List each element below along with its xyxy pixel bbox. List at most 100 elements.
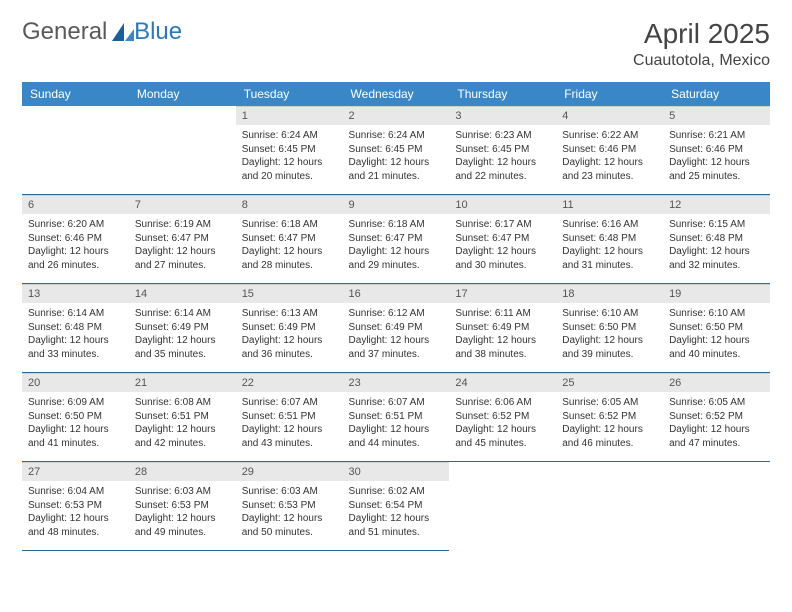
sunrise-text: Sunrise: 6:07 AM [349,396,444,410]
sunset-text: Sunset: 6:49 PM [135,321,230,335]
calendar-row: 6Sunrise: 6:20 AMSunset: 6:46 PMDaylight… [22,195,770,284]
day-number: 29 [236,462,343,481]
day-content: Sunrise: 6:20 AMSunset: 6:46 PMDaylight:… [22,214,129,276]
calendar-cell: 10Sunrise: 6:17 AMSunset: 6:47 PMDayligh… [449,195,556,284]
daylight-text: Daylight: 12 hours and 44 minutes. [349,423,444,450]
daylight-text: Daylight: 12 hours and 25 minutes. [669,156,764,183]
day-content: Sunrise: 6:05 AMSunset: 6:52 PMDaylight:… [663,392,770,454]
day-number: 8 [236,195,343,214]
day-number: 11 [556,195,663,214]
daylight-text: Daylight: 12 hours and 35 minutes. [135,334,230,361]
day-content: Sunrise: 6:13 AMSunset: 6:49 PMDaylight:… [236,303,343,365]
day-content: Sunrise: 6:15 AMSunset: 6:48 PMDaylight:… [663,214,770,276]
sunrise-text: Sunrise: 6:22 AM [562,129,657,143]
day-number: 21 [129,373,236,392]
sunrise-text: Sunrise: 6:10 AM [669,307,764,321]
day-number: 28 [129,462,236,481]
calendar-cell: 3Sunrise: 6:23 AMSunset: 6:45 PMDaylight… [449,106,556,195]
calendar-cell: 23Sunrise: 6:07 AMSunset: 6:51 PMDayligh… [343,373,450,462]
sunrise-text: Sunrise: 6:21 AM [669,129,764,143]
calendar-cell: 11 Sunrise: 6:16 AMSunset: 6:48 PMDayligh… [556,195,663,284]
weekday-header: Wednesday [343,82,450,106]
calendar-cell: 14Sunrise: 6:14 AMSunset: 6:49 PMDayligh… [129,284,236,373]
sunrise-text: Sunrise: 6:24 AM [349,129,444,143]
daylight-text: Daylight: 12 hours and 32 minutes. [669,245,764,272]
sunrise-text: Sunrise: 6:14 AM [28,307,123,321]
calendar-cell: 1Sunrise: 6:24 AMSunset: 6:45 PMDaylight… [236,106,343,195]
day-content: Sunrise: 6:03 AMSunset: 6:53 PMDaylight:… [236,481,343,543]
sunrise-text: Sunrise: 6:03 AM [242,485,337,499]
sunrise-text: Sunrise: 6:05 AM [669,396,764,410]
sunrise-text: Sunrise: 6:03 AM [135,485,230,499]
day-number: 25 [556,373,663,392]
sunset-text: Sunset: 6:45 PM [455,143,550,157]
calendar-cell: 29Sunrise: 6:03 AMSunset: 6:53 PMDayligh… [236,462,343,551]
daylight-text: Daylight: 12 hours and 42 minutes. [135,423,230,450]
daylight-text: Daylight: 12 hours and 45 minutes. [455,423,550,450]
daylight-text: Daylight: 12 hours and 33 minutes. [28,334,123,361]
sunset-text: Sunset: 6:47 PM [349,232,444,246]
daylight-text: Daylight: 12 hours and 38 minutes. [455,334,550,361]
day-number: 10 [449,195,556,214]
day-content: Sunrise: 6:08 AMSunset: 6:51 PMDaylight:… [129,392,236,454]
calendar-cell [663,462,770,551]
day-content: Sunrise: 6:17 AMSunset: 6:47 PMDaylight:… [449,214,556,276]
daylight-text: Daylight: 12 hours and 31 minutes. [562,245,657,272]
day-content: Sunrise: 6:22 AMSunset: 6:46 PMDaylight:… [556,125,663,187]
daylight-text: Daylight: 12 hours and 36 minutes. [242,334,337,361]
sunrise-text: Sunrise: 6:08 AM [135,396,230,410]
sail-icon [112,23,134,41]
sunset-text: Sunset: 6:46 PM [562,143,657,157]
sunset-text: Sunset: 6:49 PM [242,321,337,335]
sunset-text: Sunset: 6:46 PM [669,143,764,157]
sunset-text: Sunset: 6:52 PM [562,410,657,424]
daylight-text: Daylight: 12 hours and 28 minutes. [242,245,337,272]
day-content: Sunrise: 6:11 AMSunset: 6:49 PMDaylight:… [449,303,556,365]
sunset-text: Sunset: 6:48 PM [562,232,657,246]
weekday-header: Thursday [449,82,556,106]
sunrise-text: Sunrise: 6:09 AM [28,396,123,410]
day-number: 14 [129,284,236,303]
daylight-text: Daylight: 12 hours and 23 minutes. [562,156,657,183]
day-number: 18 [556,284,663,303]
sunset-text: Sunset: 6:48 PM [28,321,123,335]
sunrise-text: Sunrise: 6:19 AM [135,218,230,232]
day-number: 17 [449,284,556,303]
calendar-row: 20Sunrise: 6:09 AMSunset: 6:50 PMDayligh… [22,373,770,462]
day-number: 6 [22,195,129,214]
sunrise-text: Sunrise: 6:11 AM [455,307,550,321]
calendar-cell: 28Sunrise: 6:03 AMSunset: 6:53 PMDayligh… [129,462,236,551]
sunset-text: Sunset: 6:51 PM [135,410,230,424]
day-number: 22 [236,373,343,392]
weekday-header: Saturday [663,82,770,106]
sunset-text: Sunset: 6:47 PM [242,232,337,246]
sunrise-text: Sunrise: 6:17 AM [455,218,550,232]
calendar-cell: 6Sunrise: 6:20 AMSunset: 6:46 PMDaylight… [22,195,129,284]
sunset-text: Sunset: 6:52 PM [669,410,764,424]
day-number: 13 [22,284,129,303]
calendar-cell: 22Sunrise: 6:07 AMSunset: 6:51 PMDayligh… [236,373,343,462]
day-content: Sunrise: 6:10 AMSunset: 6:50 PMDaylight:… [556,303,663,365]
sunset-text: Sunset: 6:48 PM [669,232,764,246]
day-content: Sunrise: 6:18 AMSunset: 6:47 PMDaylight:… [343,214,450,276]
day-number: 15 [236,284,343,303]
calendar-cell: 12Sunrise: 6:15 AMSunset: 6:48 PMDayligh… [663,195,770,284]
day-content: Sunrise: 6:06 AMSunset: 6:52 PMDaylight:… [449,392,556,454]
day-number: 1 [236,106,343,125]
sunrise-text: Sunrise: 6:16 AM [562,218,657,232]
brand-text: General Blue [22,18,182,46]
sunset-text: Sunset: 6:53 PM [28,499,123,513]
sunset-text: Sunset: 6:50 PM [28,410,123,424]
month-title: April 2025 [633,18,770,50]
sunrise-text: Sunrise: 6:15 AM [669,218,764,232]
daylight-text: Daylight: 12 hours and 21 minutes. [349,156,444,183]
title-block: April 2025 Cuautotola, Mexico [633,18,770,70]
calendar-row: 1 Sunrise: 6:24 AM Sunset: 6:45 PM Daylight… [22,106,770,195]
day-number: 16 [343,284,450,303]
calendar-cell [129,106,236,195]
sunset-text: Sunset: 6:53 PM [135,499,230,513]
calendar-cell: 2Sunrise: 6:24 AMSunset: 6:45 PMDaylight… [343,106,450,195]
weekday-header: Friday [556,82,663,106]
daylight-text: Daylight: 12 hours and 48 minutes. [28,512,123,539]
daylight-text: Daylight: 12 hours and 29 minutes. [349,245,444,272]
